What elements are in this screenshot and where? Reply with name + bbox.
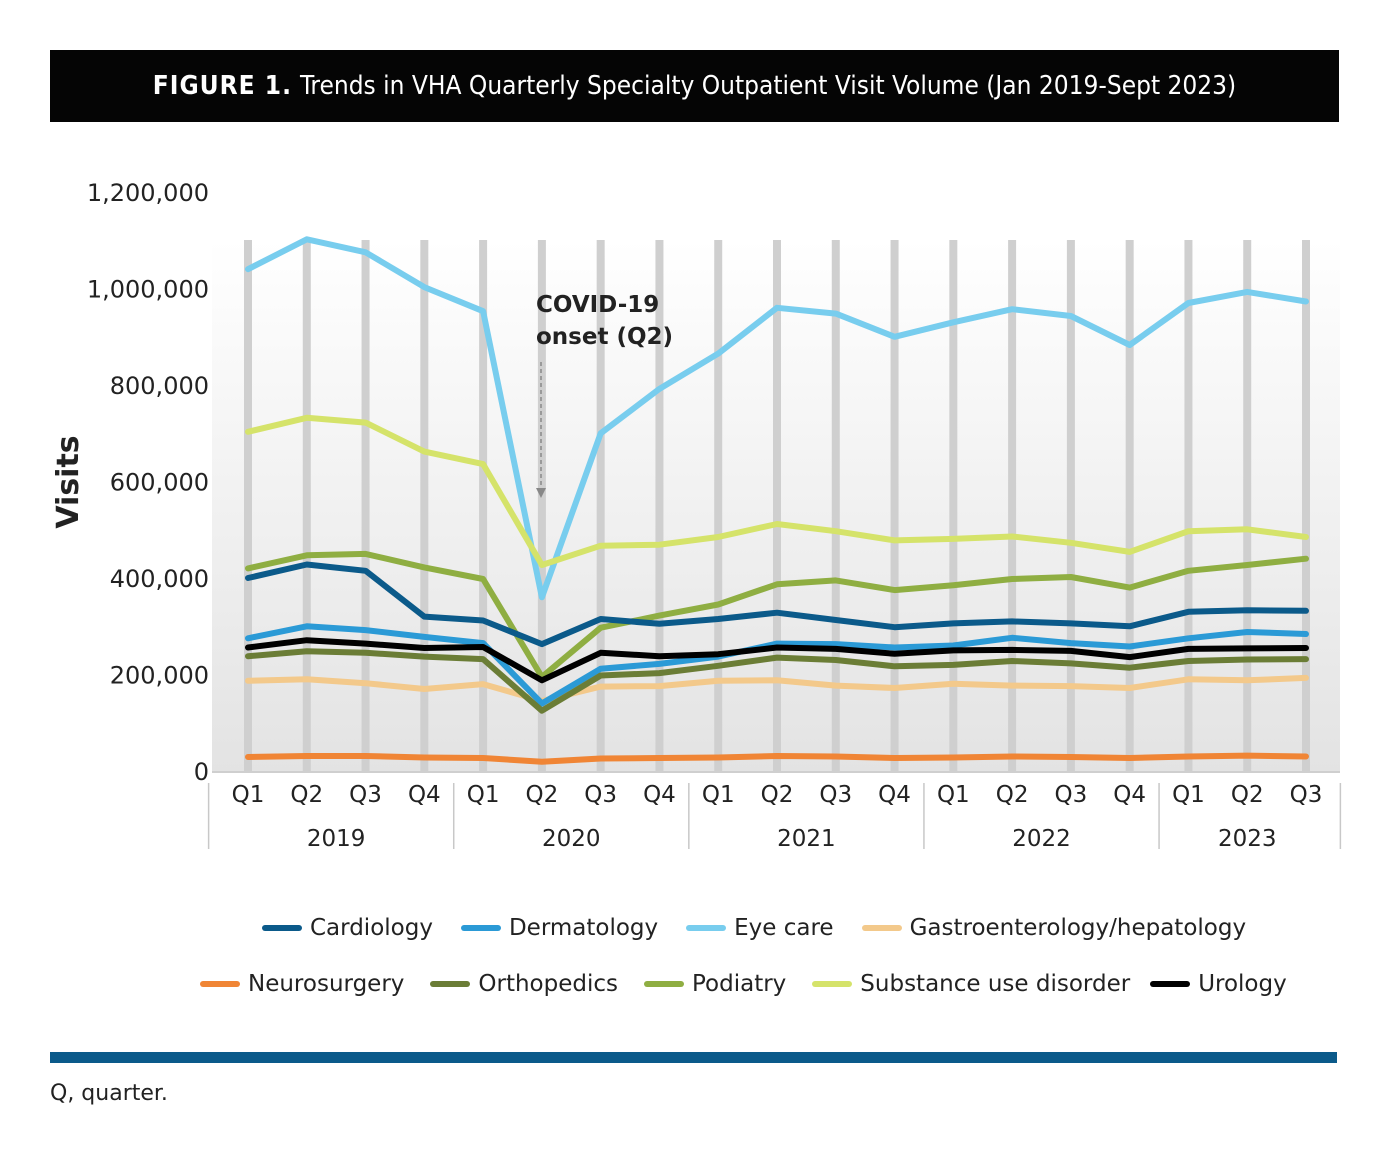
annotation-arrowhead-icon [536,488,546,498]
figure-header: FIGURE 1. Trends in VHA Quarterly Specia… [50,50,1339,122]
x-tick-label: Q3 [819,782,852,808]
legend-label: Cardiology [310,915,433,941]
legend-swatch [1150,981,1191,987]
legend-item-eye-care: Eye care [686,915,834,941]
annotation-line-1: COVID-19 [536,292,659,318]
x-tick-label: Q3 [1290,782,1323,808]
x-tick-label: Q1 [702,782,735,808]
x-tick-label: Q3 [584,782,617,808]
x-tick-label: Q2 [526,782,559,808]
legend-label: Urology [1198,971,1287,997]
year-label: 2021 [777,826,836,852]
figure-label: FIGURE 1. [152,71,292,101]
legend-swatch [686,925,727,931]
legend-label: Neurosurgery [248,971,405,997]
x-tick-label: Q1 [232,782,265,808]
x-tick-label: Q1 [467,782,500,808]
legend-label: Gastroenterology/hepatology [909,915,1247,941]
legend-swatch [430,981,471,987]
figure-title: Trends in VHA Quarterly Specialty Outpat… [299,71,1237,101]
x-tick-label: Q4 [408,782,441,808]
series-line-substance-use-disorder [245,414,1309,568]
year-label: 2020 [542,826,601,852]
annotation-line-2: onset (Q2) [536,324,673,350]
y-axis-label: Visits [51,435,86,528]
y-tick-label: 1,200,000 [87,179,209,207]
legend-row-2: Neurosurgery Orthopedics Podiatry Substa… [200,971,1287,997]
legend-item-dermatology: Dermatology [460,915,659,941]
legend-label: Eye care [734,915,834,941]
legend-swatch [644,981,684,987]
series-line-gastroenterology-hepatology [245,674,1309,704]
x-tick-label: Q3 [1055,782,1088,808]
legend-item-urology: Urology [1150,971,1287,997]
y-tick-label: 0 [194,758,209,786]
y-tick-label: 1,000,000 [87,276,209,304]
series-line-cardiology [245,561,1309,648]
x-tick-label: Q3 [349,782,382,808]
x-tick-label: Q1 [937,782,970,808]
x-tick-label: Q4 [643,782,676,808]
legend-swatch [460,925,501,931]
legend-swatch [262,925,302,931]
x-tick-label: Q4 [878,782,911,808]
series-line-eye-care [245,236,1309,601]
y-tick-label: 200,000 [110,662,209,690]
legend-label: Orthopedics [478,971,618,997]
x-tick-label: Q2 [1231,782,1264,808]
legend-swatch [861,925,902,931]
y-tick-label: 400,000 [110,565,209,593]
legend-item-neurosurgery: Neurosurgery [200,971,404,997]
series-line-urology [245,637,1309,684]
series-line-podiatry [245,550,1309,680]
legend-item-cardiology: Cardiology [262,915,433,941]
year-label: 2019 [307,826,366,852]
legend-item-gastroenterology-hepatology: Gastroenterology/hepatology [861,915,1247,941]
y-tick-label: 600,000 [110,469,209,497]
year-label: 2022 [1012,826,1071,852]
legend-label: Dermatology [508,915,659,941]
legend-item-substance-use-disorder: Substance use disorder [812,971,1130,997]
legend-item-orthopedics: Orthopedics [430,971,618,997]
series-line-neurosurgery [245,752,1309,765]
x-tick-label: Q2 [290,782,323,808]
legend-item-podiatry: Podiatry [644,971,786,997]
series-line-orthopedics [245,648,1309,714]
footnote: Q, quarter. [50,1081,168,1106]
x-tick-label: Q2 [996,782,1029,808]
series-line-dermatology [245,623,1309,707]
y-tick-label: 800,000 [110,372,209,400]
footer-divider [50,1052,1337,1063]
legend-label: Podiatry [692,971,787,997]
x-tick-label: Q2 [761,782,794,808]
x-tick-label: Q1 [1172,782,1205,808]
legend-row-1: Cardiology Dermatology Eye care Gastroen… [262,915,1246,941]
legend-label: Substance use disorder [860,971,1131,997]
legend-swatch [200,981,240,987]
legend-swatch [812,981,853,987]
x-tick-label: Q4 [1113,782,1146,808]
year-label: 2023 [1218,826,1277,852]
